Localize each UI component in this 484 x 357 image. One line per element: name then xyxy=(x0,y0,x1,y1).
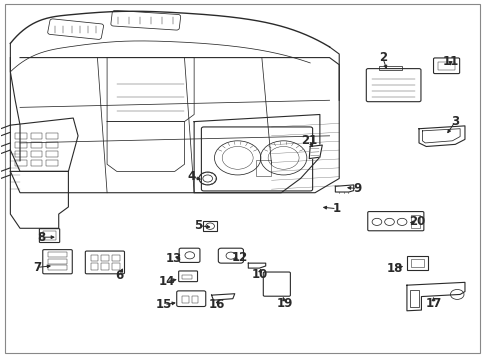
Bar xyxy=(47,259,67,264)
Bar xyxy=(47,252,67,257)
Text: 5: 5 xyxy=(194,219,202,232)
Bar xyxy=(46,142,58,148)
Text: 13: 13 xyxy=(166,252,182,265)
Bar xyxy=(112,255,120,261)
Bar xyxy=(91,255,98,261)
Bar xyxy=(438,61,454,70)
Text: 7: 7 xyxy=(33,261,41,274)
Bar xyxy=(410,216,419,227)
Bar xyxy=(101,263,109,270)
Bar xyxy=(46,133,58,139)
Bar xyxy=(182,296,188,303)
Text: 12: 12 xyxy=(231,251,247,264)
Polygon shape xyxy=(309,145,322,159)
Bar xyxy=(378,66,401,70)
Bar xyxy=(256,160,270,176)
Text: 9: 9 xyxy=(353,182,361,195)
Text: 2: 2 xyxy=(378,51,386,64)
Bar xyxy=(15,133,27,139)
Bar xyxy=(46,151,58,157)
Text: 14: 14 xyxy=(158,275,174,288)
Text: 6: 6 xyxy=(115,269,123,282)
Bar xyxy=(91,263,98,270)
Bar xyxy=(202,221,217,231)
Text: 15: 15 xyxy=(156,298,172,311)
Text: 20: 20 xyxy=(408,215,425,228)
Bar xyxy=(47,265,67,270)
Bar xyxy=(410,259,424,267)
Bar xyxy=(15,142,27,148)
Bar xyxy=(409,290,418,307)
Text: 19: 19 xyxy=(276,297,293,310)
Bar xyxy=(15,151,27,157)
Bar xyxy=(182,275,191,280)
Bar xyxy=(112,263,120,270)
Text: 21: 21 xyxy=(301,134,317,147)
Text: 1: 1 xyxy=(332,202,340,215)
Bar xyxy=(30,142,42,148)
Text: 8: 8 xyxy=(38,231,46,244)
Bar xyxy=(406,256,427,270)
Text: 17: 17 xyxy=(424,297,441,310)
Bar xyxy=(46,160,58,166)
Bar xyxy=(15,160,27,166)
Text: 16: 16 xyxy=(209,298,225,311)
Bar xyxy=(30,160,42,166)
Bar xyxy=(191,296,198,303)
Bar xyxy=(101,255,109,261)
Text: 11: 11 xyxy=(441,55,458,67)
Text: 10: 10 xyxy=(251,268,267,281)
Text: 3: 3 xyxy=(450,115,458,128)
Text: 18: 18 xyxy=(386,262,403,275)
Bar xyxy=(30,133,42,139)
Bar xyxy=(30,151,42,157)
Text: 4: 4 xyxy=(187,170,196,183)
Bar xyxy=(43,231,56,240)
